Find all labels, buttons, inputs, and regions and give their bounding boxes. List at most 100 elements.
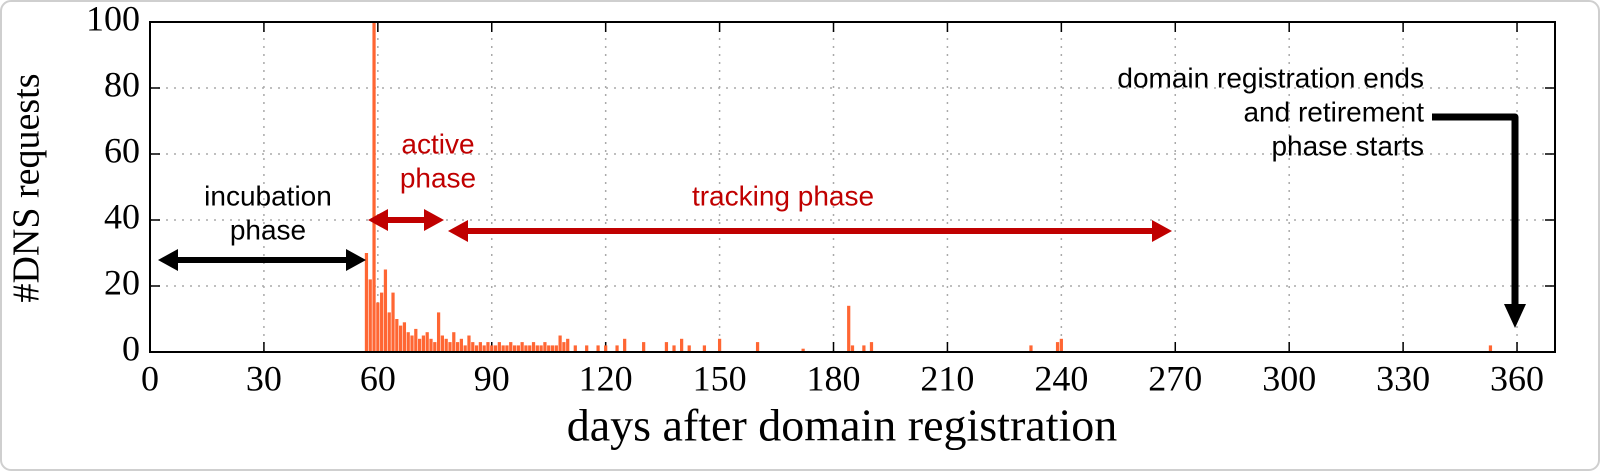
- bar: [497, 342, 501, 352]
- annotation: and retirement: [1243, 96, 1424, 127]
- bar: [368, 279, 372, 352]
- bar: [414, 328, 418, 352]
- bar: [680, 338, 684, 352]
- bar: [376, 302, 380, 352]
- bar: [524, 345, 528, 352]
- bar: [566, 338, 570, 352]
- bar: [440, 335, 445, 352]
- bar: [512, 345, 517, 352]
- bar: [402, 322, 407, 352]
- bar: [406, 332, 410, 352]
- bar: [509, 342, 513, 352]
- bar: [604, 345, 608, 352]
- bar: [1029, 345, 1033, 352]
- arrowhead: [158, 249, 178, 271]
- bar: [847, 305, 851, 352]
- arrowhead: [346, 249, 366, 271]
- y-tick-label: 0: [122, 328, 140, 368]
- bar: [520, 342, 524, 352]
- bar: [687, 345, 691, 352]
- bar: [505, 345, 509, 352]
- bar: [755, 342, 760, 352]
- annotation: phase starts: [1271, 130, 1424, 161]
- annotation: phase: [400, 162, 476, 193]
- annotation: incubation: [204, 180, 332, 211]
- bar: [410, 335, 414, 352]
- bar: [429, 338, 433, 352]
- annotation: tracking phase: [692, 180, 874, 211]
- bar: [463, 345, 467, 352]
- x-tick-label: 150: [693, 358, 747, 398]
- bar: [417, 338, 422, 352]
- x-tick-label: 210: [920, 358, 974, 398]
- bar: [425, 332, 429, 352]
- x-tick-label: 30: [246, 358, 282, 398]
- bar: [664, 342, 669, 352]
- x-tick-label: 270: [1148, 358, 1202, 398]
- annotation: active: [401, 128, 474, 159]
- plot-area: 0 20 40 60 80 100 0 30 60 90 120 150 180 210 240 270 300…: [86, 0, 1556, 398]
- bar: [596, 345, 600, 352]
- arrows: [158, 113, 1526, 328]
- bar: [455, 342, 460, 352]
- x-axis-label: days after domain registration: [567, 400, 1118, 451]
- bar: [550, 345, 555, 352]
- y-tick-label: 100: [86, 0, 140, 38]
- bar: [615, 345, 619, 352]
- bar: [452, 332, 456, 352]
- bar: [531, 342, 536, 352]
- bar: [490, 345, 494, 352]
- bar: [482, 345, 486, 352]
- arrowhead: [368, 209, 388, 231]
- bar: [501, 345, 505, 352]
- bar: [478, 342, 482, 352]
- y-tick-label: 80: [104, 64, 140, 104]
- bar: [459, 338, 463, 352]
- bar: [448, 342, 452, 352]
- arrowhead: [1504, 304, 1526, 328]
- x-tick-label: 180: [807, 358, 861, 398]
- x-tick-label: 90: [474, 358, 510, 398]
- bar: [467, 335, 471, 352]
- bar: [364, 253, 369, 352]
- bar: [539, 345, 543, 352]
- bar: [395, 319, 399, 352]
- bar: [436, 312, 441, 352]
- bar: [573, 345, 577, 352]
- y-tick-label: 60: [104, 130, 140, 170]
- bar: [471, 342, 475, 352]
- bar: [850, 345, 855, 352]
- bar: [623, 338, 627, 352]
- y-axis-label: #DNS requests: [6, 73, 48, 302]
- x-tick-label: 330: [1376, 358, 1430, 398]
- annotation: phase: [230, 214, 306, 245]
- bar: [717, 338, 722, 352]
- bar: [543, 342, 547, 352]
- arrowhead: [424, 209, 444, 231]
- x-tick-label: 240: [1034, 358, 1088, 398]
- bar: [380, 292, 384, 352]
- bar: [547, 345, 551, 352]
- x-tick-label: 120: [579, 358, 633, 398]
- bar: [558, 335, 562, 352]
- y-tick-label: 40: [104, 196, 140, 236]
- bar: [486, 342, 490, 352]
- bar: [383, 269, 388, 352]
- bar: [869, 342, 874, 352]
- plot-frame: [149, 21, 1556, 353]
- bar: [862, 345, 866, 352]
- bar: [535, 345, 539, 352]
- bar: [372, 22, 376, 352]
- bar: [1055, 342, 1060, 352]
- bar: [391, 292, 395, 352]
- bar: [702, 345, 707, 352]
- bar: [672, 345, 676, 352]
- bar: [516, 345, 520, 352]
- bar: [421, 335, 426, 352]
- bar: [642, 342, 646, 352]
- x-tick-label: 300: [1262, 358, 1316, 398]
- bar: [562, 342, 566, 352]
- bar: [493, 345, 498, 352]
